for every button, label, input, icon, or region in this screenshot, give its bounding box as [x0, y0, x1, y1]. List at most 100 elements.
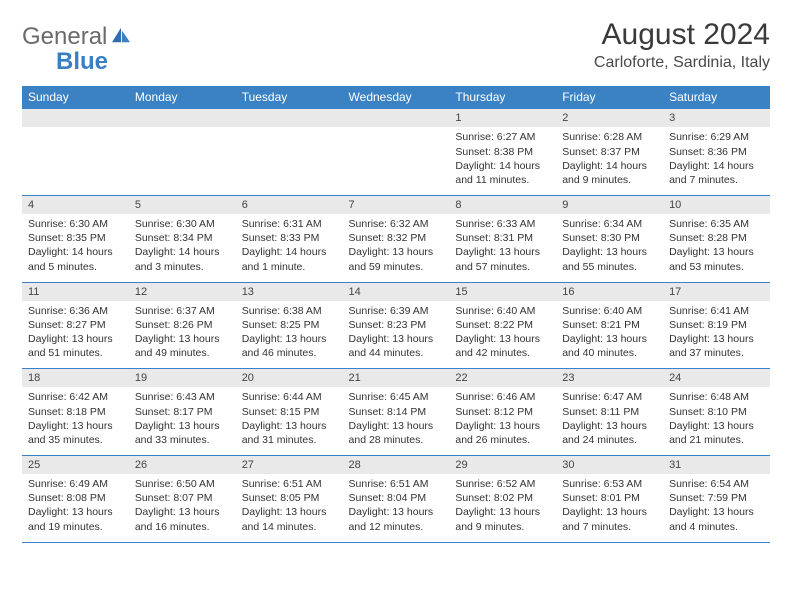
day-number-cell [22, 109, 129, 128]
day-number-cell: 3 [663, 109, 770, 128]
day-cell: Sunrise: 6:48 AMSunset: 8:10 PMDaylight:… [663, 387, 770, 455]
day-cell: Sunrise: 6:32 AMSunset: 8:32 PMDaylight:… [343, 214, 450, 282]
sunset-line: Sunset: 8:30 PM [562, 231, 657, 245]
day-cell: Sunrise: 6:43 AMSunset: 8:17 PMDaylight:… [129, 387, 236, 455]
sunset-line: Sunset: 8:25 PM [242, 318, 337, 332]
day-number: 29 [455, 459, 467, 471]
daylight-line: Daylight: 14 hours and 11 minutes. [455, 159, 550, 187]
day-number: 15 [455, 286, 467, 298]
sunset-line: Sunset: 8:18 PM [28, 405, 123, 419]
sunset-line: Sunset: 8:08 PM [28, 491, 123, 505]
day-number: 30 [562, 459, 574, 471]
sunset-line: Sunset: 8:19 PM [669, 318, 764, 332]
day-number-cell: 2 [556, 109, 663, 128]
day-cell: Sunrise: 6:35 AMSunset: 8:28 PMDaylight:… [663, 214, 770, 282]
day-number-cell: 16 [556, 282, 663, 301]
day-cell: Sunrise: 6:39 AMSunset: 8:23 PMDaylight:… [343, 301, 450, 369]
day-number: 16 [562, 286, 574, 298]
day-number: 14 [349, 286, 361, 298]
sunset-line: Sunset: 8:35 PM [28, 231, 123, 245]
sunset-line: Sunset: 8:11 PM [562, 405, 657, 419]
day-cell: Sunrise: 6:40 AMSunset: 8:22 PMDaylight:… [449, 301, 556, 369]
daylight-line: Daylight: 13 hours and 4 minutes. [669, 505, 764, 533]
daylight-line: Daylight: 13 hours and 21 minutes. [669, 419, 764, 447]
sunrise-line: Sunrise: 6:53 AM [562, 477, 657, 491]
day-cell: Sunrise: 6:51 AMSunset: 8:05 PMDaylight:… [236, 474, 343, 542]
sunrise-line: Sunrise: 6:52 AM [455, 477, 550, 491]
day-number: 23 [562, 372, 574, 384]
sunset-line: Sunset: 8:05 PM [242, 491, 337, 505]
day-cell: Sunrise: 6:40 AMSunset: 8:21 PMDaylight:… [556, 301, 663, 369]
day-number-cell: 29 [449, 456, 556, 475]
day-header: Friday [556, 86, 663, 109]
day-number: 26 [135, 459, 147, 471]
sunset-line: Sunset: 8:14 PM [349, 405, 444, 419]
day-number: 12 [135, 286, 147, 298]
sunrise-line: Sunrise: 6:34 AM [562, 217, 657, 231]
day-number: 10 [669, 199, 681, 211]
day-header: Monday [129, 86, 236, 109]
day-number-cell: 14 [343, 282, 450, 301]
sunset-line: Sunset: 8:17 PM [135, 405, 230, 419]
sunrise-line: Sunrise: 6:54 AM [669, 477, 764, 491]
day-cell: Sunrise: 6:45 AMSunset: 8:14 PMDaylight:… [343, 387, 450, 455]
day-cell: Sunrise: 6:46 AMSunset: 8:12 PMDaylight:… [449, 387, 556, 455]
daylight-line: Daylight: 13 hours and 55 minutes. [562, 245, 657, 273]
week-row: Sunrise: 6:42 AMSunset: 8:18 PMDaylight:… [22, 387, 770, 455]
daynum-row: 25262728293031 [22, 456, 770, 475]
day-number: 22 [455, 372, 467, 384]
daylight-line: Daylight: 13 hours and 14 minutes. [242, 505, 337, 533]
day-number: 9 [562, 199, 568, 211]
day-cell: Sunrise: 6:53 AMSunset: 8:01 PMDaylight:… [556, 474, 663, 542]
daylight-line: Daylight: 14 hours and 1 minute. [242, 245, 337, 273]
day-cell: Sunrise: 6:27 AMSunset: 8:38 PMDaylight:… [449, 127, 556, 195]
daylight-line: Daylight: 13 hours and 59 minutes. [349, 245, 444, 273]
sunset-line: Sunset: 8:38 PM [455, 145, 550, 159]
daylight-line: Daylight: 13 hours and 44 minutes. [349, 332, 444, 360]
sunset-line: Sunset: 8:37 PM [562, 145, 657, 159]
sunset-line: Sunset: 8:02 PM [455, 491, 550, 505]
day-number: 28 [349, 459, 361, 471]
daynum-row: 11121314151617 [22, 282, 770, 301]
day-cell: Sunrise: 6:30 AMSunset: 8:34 PMDaylight:… [129, 214, 236, 282]
sunrise-line: Sunrise: 6:38 AM [242, 304, 337, 318]
daylight-line: Daylight: 13 hours and 53 minutes. [669, 245, 764, 273]
sunrise-line: Sunrise: 6:40 AM [455, 304, 550, 318]
day-cell: Sunrise: 6:38 AMSunset: 8:25 PMDaylight:… [236, 301, 343, 369]
week-row: Sunrise: 6:49 AMSunset: 8:08 PM Daylight:… [22, 474, 770, 542]
sunrise-line: Sunrise: 6:47 AM [562, 390, 657, 404]
day-cell: Sunrise: 6:33 AMSunset: 8:31 PMDaylight:… [449, 214, 556, 282]
day-cell: Sunrise: 6:52 AMSunset: 8:02 PMDaylight:… [449, 474, 556, 542]
day-cell: Sunrise: 6:37 AMSunset: 8:26 PMDaylight:… [129, 301, 236, 369]
day-number-cell: 11 [22, 282, 129, 301]
day-number-cell: 22 [449, 369, 556, 388]
day-header: Saturday [663, 86, 770, 109]
daylight-line: Daylight: 13 hours and 33 minutes. [135, 419, 230, 447]
day-number-cell: 23 [556, 369, 663, 388]
day-number-cell: 28 [343, 456, 450, 475]
day-number: 4 [28, 199, 34, 211]
day-number: 2 [562, 112, 568, 124]
day-cell: Sunrise: 6:36 AMSunset: 8:27 PMDaylight:… [22, 301, 129, 369]
day-number: 6 [242, 199, 248, 211]
day-number-cell: 26 [129, 456, 236, 475]
sunset-line: Sunset: 8:32 PM [349, 231, 444, 245]
title-block: August 2024 Carloforte, Sardinia, Italy [594, 18, 770, 72]
day-number: 13 [242, 286, 254, 298]
day-header: Wednesday [343, 86, 450, 109]
sunset-line: Sunset: 8:27 PM [28, 318, 123, 332]
day-cell: Sunrise: 6:34 AMSunset: 8:30 PMDaylight:… [556, 214, 663, 282]
logo-sail-icon [110, 26, 132, 44]
day-number: 8 [455, 199, 461, 211]
day-header: Tuesday [236, 86, 343, 109]
sunrise-line: Sunrise: 6:27 AM [455, 130, 550, 144]
day-number: 25 [28, 459, 40, 471]
sunset-line: Sunset: 8:21 PM [562, 318, 657, 332]
daylight-line: Daylight: 13 hours and 26 minutes. [455, 419, 550, 447]
sunrise-line: Sunrise: 6:39 AM [349, 304, 444, 318]
sunrise-line: Sunrise: 6:33 AM [455, 217, 550, 231]
day-cell: Sunrise: 6:51 AMSunset: 8:04 PMDaylight:… [343, 474, 450, 542]
daylight-line: Daylight: 14 hours and 5 minutes. [28, 245, 123, 273]
daylight-line: Daylight: 13 hours and 16 minutes. [135, 505, 230, 533]
sunrise-line: Sunrise: 6:49 AM [28, 477, 123, 491]
